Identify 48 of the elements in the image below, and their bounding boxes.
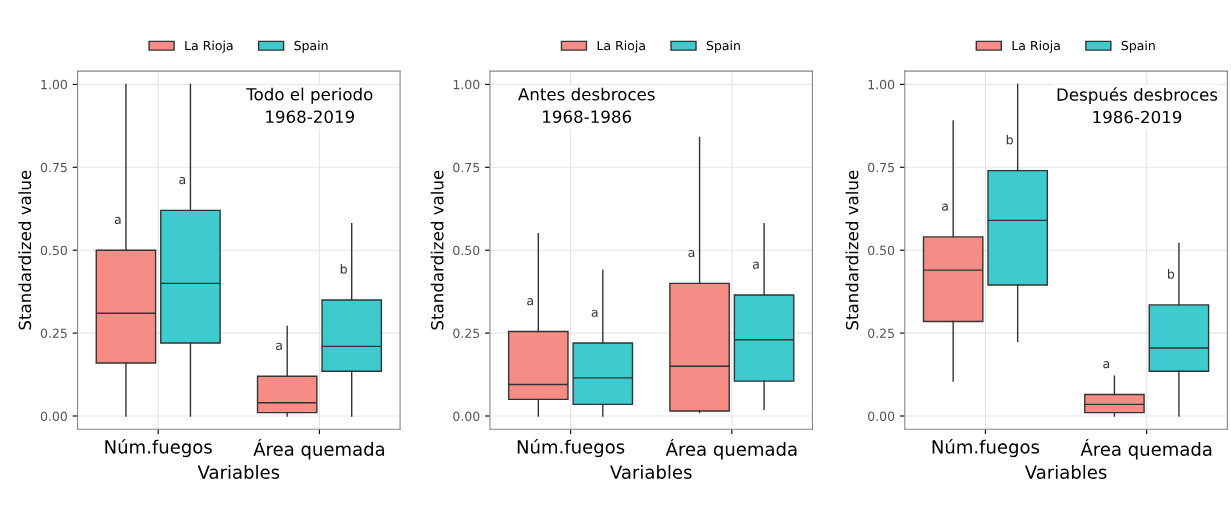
annotation: a [179,177,186,185]
annotation: Antes desbroces 1968-1986 [518,87,655,123]
y-tick-label: 0.75 [453,162,480,173]
y-tick-label: 0.25 [40,328,67,339]
annotation: Después desbroces 1986-2019 [1057,87,1218,124]
legend-label: La Rioja [185,40,233,53]
y-tick-label: 0.50 [40,245,67,256]
legend-label: Spain [294,40,328,53]
x-tick-label: Núm.fuegos [105,438,212,458]
legend-label: Spain [1121,40,1155,53]
x-axis-title: Variables [610,465,692,479]
x-tick-label: Núm.fuegos [517,438,625,458]
annotation: a [1103,361,1110,369]
y-tick-label: 0.25 [453,328,480,339]
x-axis-title: Variables [197,465,280,479]
annotation: a [591,309,598,317]
y-tick-label: 0.00 [40,411,67,421]
x-axis-title: Variables [1024,465,1107,479]
y-axis-title: Standardized value [845,170,859,330]
y-tick-label: 0.00 [453,411,480,421]
legend-label: La Rioja [597,40,645,53]
annotation: a [942,203,948,211]
x-tick-label: Área quemada [665,438,797,460]
annotation: b [1006,134,1013,145]
y-tick-label: 0.25 [868,328,894,339]
annotation: a [752,261,759,269]
x-tick-label: Núm.fuegos [932,438,1040,458]
legend-label: La Rioja [1012,40,1060,53]
annotation: a [114,216,121,224]
x-tick-label: Área quemada [1080,438,1212,460]
y-tick-label: 1.00 [41,79,67,90]
y-axis-title: Standardized value [430,170,444,330]
y-tick-label: 0.75 [868,162,894,173]
annotation: Todo el periodo 1968-2019 [246,87,373,123]
annotation: b [340,264,347,274]
x-tick-label: Área quemada [253,438,385,460]
annotation: a [527,298,533,306]
y-tick-label: 0.50 [453,245,480,256]
y-tick-label: 1.00 [868,79,895,90]
y-axis-title: Standardized value [18,170,32,330]
annotation: b [1168,269,1175,279]
annotation: a [276,342,282,350]
legend-label: Spain [706,40,740,53]
y-tick-label: 0.00 [868,411,895,421]
y-tick-label: 0.75 [40,162,67,173]
annotation: a [688,249,695,258]
y-tick-label: 1.00 [453,79,480,90]
y-tick-label: 0.50 [868,245,895,256]
